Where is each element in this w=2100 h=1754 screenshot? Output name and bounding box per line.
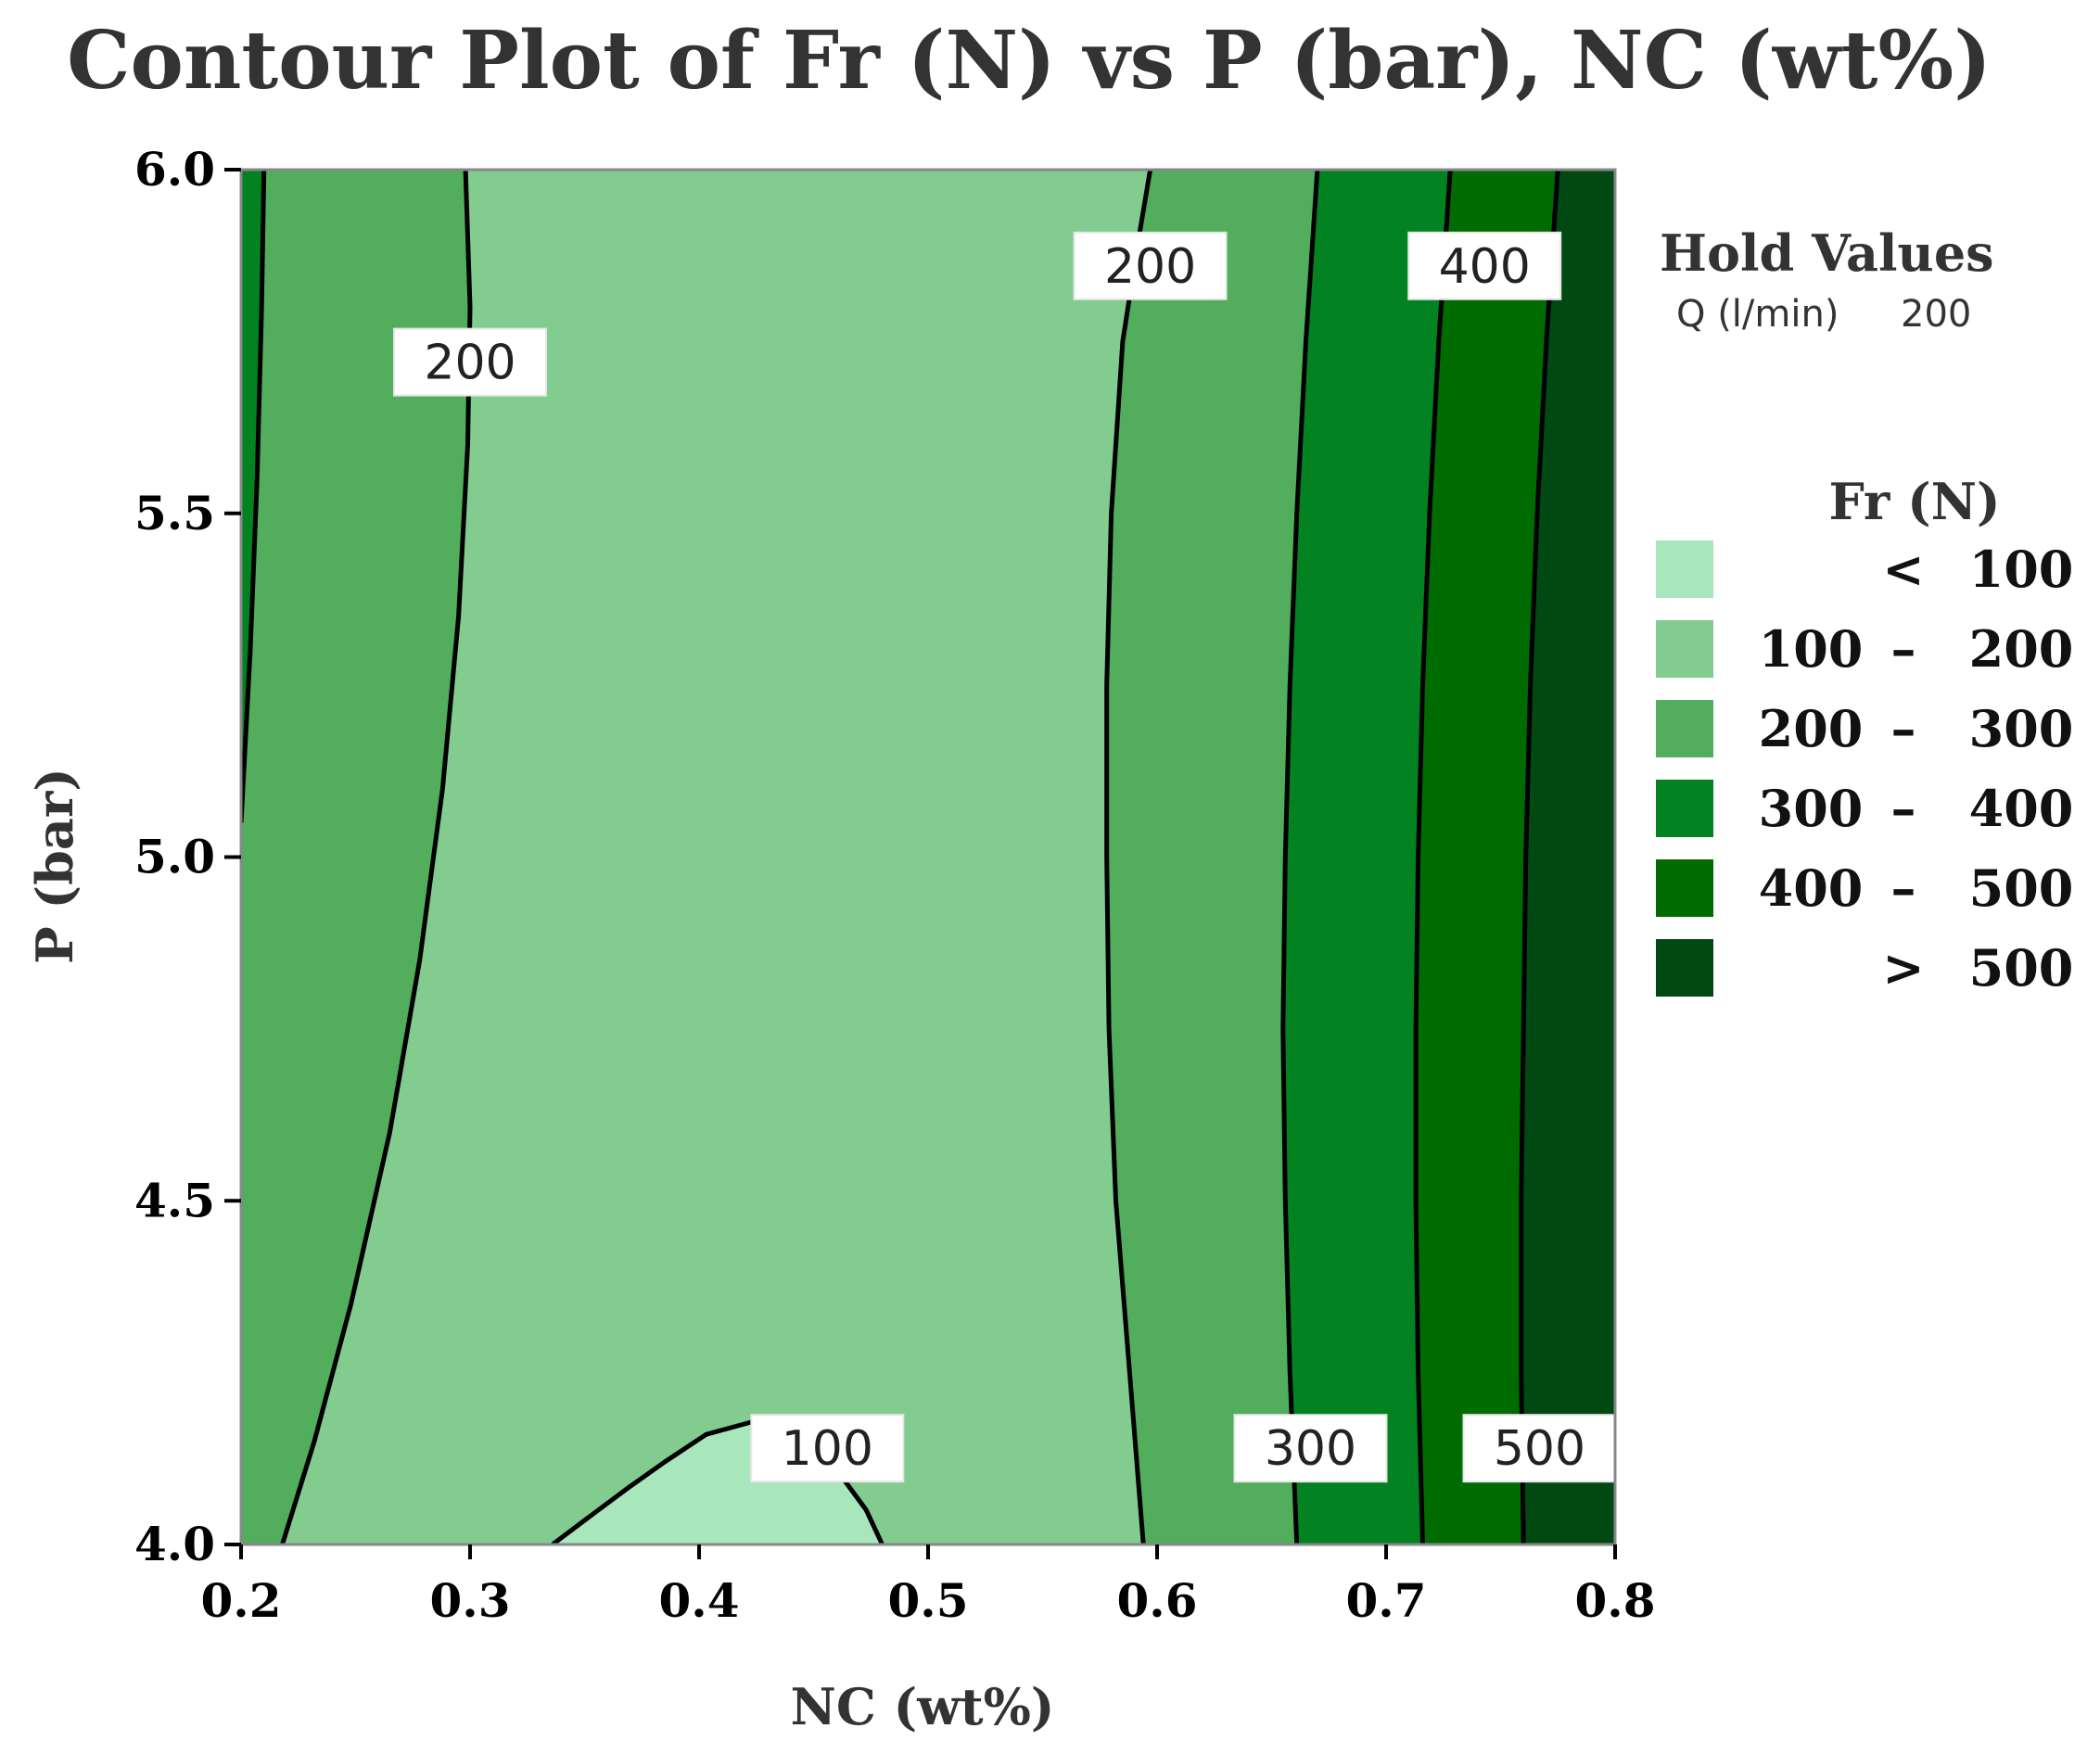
contour-line-500-0	[1519, 170, 1560, 1544]
hold-value: 200	[1901, 293, 1971, 336]
legend-entry-3: 300–400	[1656, 779, 2073, 838]
legend-label: 500	[1969, 858, 2074, 918]
legend-entry-2: 200–300	[1656, 699, 2073, 758]
y-tick-label-3: 5.5	[134, 486, 215, 540]
y-axis: 4.0 4.5 5.0 5.5 6.0	[134, 142, 241, 1571]
x-tick-label-0: 0.2	[201, 1573, 282, 1628]
legend-label: –	[1891, 858, 1916, 918]
contour-label-400-0: 400	[1407, 231, 1562, 300]
x-tick-label-2: 0.4	[659, 1573, 740, 1628]
contour-label-box	[1073, 231, 1228, 300]
legend-label: 300	[1969, 699, 2074, 758]
contour-label-text: 200	[1104, 239, 1196, 295]
x-tick-label-6: 0.8	[1575, 1573, 1656, 1628]
hold-values: Hold Values Q (l/min) 200	[1660, 223, 1994, 336]
legend-label: 100	[1759, 619, 1864, 679]
contour-label-500-0: 500	[1462, 1414, 1617, 1483]
legend-label: 400	[1759, 858, 1864, 918]
plot-area: 100 200 200 300 400 500	[239, 168, 1617, 1546]
y-tick-label-0: 4.0	[134, 1517, 215, 1571]
chart-title: Contour Plot of Fr (N) vs P (bar), NC (w…	[67, 14, 1992, 108]
legend-label: 400	[1969, 779, 2074, 838]
contour-label-text: 200	[424, 336, 515, 391]
legend-label: 200	[1759, 699, 1864, 758]
legend-label: –	[1891, 699, 1916, 758]
contour-label-text: 400	[1439, 239, 1531, 295]
legend-swatch	[1656, 540, 1713, 598]
contour-labels: 100 200 200 300 400 500	[393, 231, 1617, 1483]
contour-label-200-1: 200	[1073, 231, 1228, 300]
x-tick-label-1: 0.3	[430, 1573, 511, 1628]
contour-line-300-1	[1280, 170, 1320, 1544]
contour-label-100-0: 100	[750, 1414, 905, 1483]
contour-label-200-0: 200	[393, 327, 547, 397]
hold-values-title: Hold Values	[1660, 223, 1994, 283]
legend-swatch	[1656, 620, 1713, 678]
contour-line-400-0	[1413, 170, 1453, 1544]
region-2	[241, 170, 264, 823]
legend-label: 100	[1969, 540, 2074, 599]
legend-label: –	[1891, 779, 1916, 838]
legend-label: –	[1891, 619, 1916, 679]
x-axis: 0.2 0.3 0.4 0.5 0.6 0.7 0.8	[201, 1544, 1656, 1628]
legend: Fr (N) <100100–200200–300300–400400–500>…	[1656, 472, 2073, 998]
legend-label: >	[1882, 938, 1924, 998]
legend-label: 500	[1969, 938, 2074, 998]
contour-label-text: 500	[1494, 1421, 1585, 1477]
x-tick-label-5: 0.7	[1346, 1573, 1427, 1628]
contour-line-100-0	[551, 1418, 885, 1544]
y-tick-label-4: 6.0	[134, 142, 215, 197]
hold-variable: Q (l/min)	[1676, 293, 1839, 336]
y-tick-label-1: 4.5	[134, 1173, 215, 1227]
legend-label: <	[1882, 540, 1924, 599]
legend-label: 200	[1969, 619, 2074, 679]
region-4	[1416, 170, 1559, 1544]
y-tick-label-2: 5.0	[134, 830, 215, 884]
legend-swatch	[1656, 939, 1713, 997]
contour-label-box	[1462, 1414, 1617, 1483]
contour-label-box	[1233, 1414, 1388, 1483]
contour-label-300-0: 300	[1233, 1414, 1388, 1483]
legend-swatch	[1656, 780, 1713, 837]
x-tick-label-4: 0.6	[1117, 1573, 1198, 1628]
legend-entry-0: <100	[1656, 540, 2073, 599]
legend-title: Fr (N)	[1828, 472, 2000, 531]
x-tick-label-3: 0.5	[888, 1573, 969, 1628]
y-axis-title: P (bar)	[25, 768, 84, 964]
legend-entry-4: 400–500	[1656, 858, 2073, 918]
contour-label-box	[1407, 231, 1562, 300]
contour-label-text: 300	[1265, 1421, 1356, 1477]
legend-swatch	[1656, 859, 1713, 917]
contour-line-300-0	[241, 170, 267, 823]
contour-label-box	[393, 327, 547, 397]
legend-entry-5: >500	[1656, 938, 2073, 998]
region-0	[282, 170, 1151, 1544]
legend-label: 300	[1759, 779, 1864, 838]
region-3	[1282, 170, 1451, 1544]
legend-entry-1: 100–200	[1656, 619, 2073, 679]
contour-label-text: 100	[782, 1421, 873, 1477]
x-axis-title: NC (wt%)	[791, 1677, 1055, 1736]
legend-swatch	[1656, 700, 1713, 757]
contour-label-box	[750, 1414, 905, 1483]
region-5	[1521, 170, 1615, 1544]
